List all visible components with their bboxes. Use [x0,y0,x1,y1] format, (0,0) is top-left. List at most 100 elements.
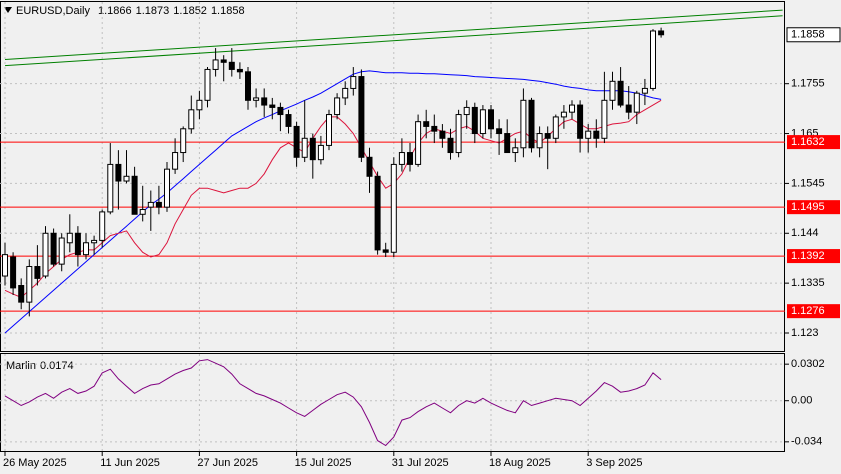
candle-body [26,266,33,303]
y-tick-label: 1.1755 [791,78,825,90]
level-tag [787,304,840,319]
x-tick-label: 31 Jul 2025 [392,457,449,469]
candle-body [155,201,162,208]
candle-body [455,114,462,154]
candle-body [650,30,656,89]
trendline [4,9,783,60]
y-tick-label: 1.144 [791,227,819,239]
x-tick-label: 11 Jun 2025 [100,457,160,469]
y-tick-label: -0.034 [791,436,822,448]
candle-body [147,201,154,208]
candle-body [83,242,89,256]
candle-body [253,97,260,101]
candle-body [285,114,292,127]
candle-body [180,128,187,154]
candle-body [431,125,438,132]
candle-body [633,92,640,113]
indicator-value: 0.0174 [40,360,74,372]
candle-body [617,80,624,106]
candle-body [520,99,527,149]
candle-body [479,109,486,135]
candle-body [326,114,332,146]
candle-body [261,97,268,106]
candle-body [123,175,130,182]
candle-body [164,168,170,208]
candle-body [544,133,551,139]
candle-body [293,125,300,158]
candle-body [74,232,81,256]
level-label: 1.1392 [791,250,825,262]
indicator-line [4,359,662,447]
candle-body [58,237,65,265]
x-tick-label: 26 May 2025 [3,457,67,469]
candle-body [269,104,276,108]
candle-body [658,30,665,36]
candle-body [212,59,219,70]
chart-header: EURUSD,Daily 1.1866 1.1873 1.1852 1.1858 [16,5,245,17]
candle-body [42,232,49,277]
candle-body [382,249,389,253]
candle-body [309,137,316,161]
candle-body [601,99,608,139]
candle-body [488,109,494,130]
candle-body [415,121,422,165]
candle-body [641,87,648,94]
candle-body [358,76,365,158]
candle-body [139,209,146,215]
level-tag [787,249,840,264]
menu-icon [4,7,12,13]
candle-body [10,256,17,289]
level-label: 1.1632 [791,136,825,148]
high-value: 1.1873 [136,5,170,17]
open-value: 1.1866 [98,5,132,17]
candle-body [528,99,535,149]
low-value: 1.1852 [173,5,207,17]
candle-body [342,87,349,99]
x-tick-label: 18 Aug 2025 [489,457,551,469]
candle-body [625,104,632,113]
trendline [4,15,783,67]
moving-average [4,70,662,334]
candle-body [317,144,324,161]
candle-body [552,116,559,139]
candle-body [447,137,454,154]
indicator-title: Marlin [6,360,36,372]
level-label: 1.1495 [791,201,825,213]
candle-body [439,130,446,139]
candle-body [301,137,308,158]
x-tick-label: 27 Jun 2025 [197,457,258,469]
candle-body [504,133,511,154]
candle-body [34,266,41,279]
candle-body [115,163,122,182]
candle-body [245,71,251,101]
y-tick-label: 1.1545 [791,177,825,189]
candle-body [99,211,106,241]
candle-body [228,61,235,70]
candle-body [172,152,179,170]
candle-body [560,111,567,118]
candle-body [50,232,57,265]
indicator-header: Marlin 0.0174 [6,360,74,372]
candle-body [131,175,138,215]
candle-body [471,106,478,135]
candle-body [188,109,195,130]
level-tag [787,135,840,150]
level-tag [787,200,840,215]
x-tick-label: 3 Sep 2025 [586,457,642,469]
candle-body [536,133,543,149]
candle-body [463,106,470,116]
candle-body [569,104,575,113]
candle-body [350,76,357,89]
moving-average [4,99,662,298]
candle-body [577,104,584,139]
price-label: 1.1858 [791,29,825,41]
candle-body [204,68,211,101]
candle-body [334,97,341,116]
candle-body [196,99,203,111]
candle-body [390,163,397,253]
candle-body [423,121,430,127]
candle-body [236,68,243,73]
